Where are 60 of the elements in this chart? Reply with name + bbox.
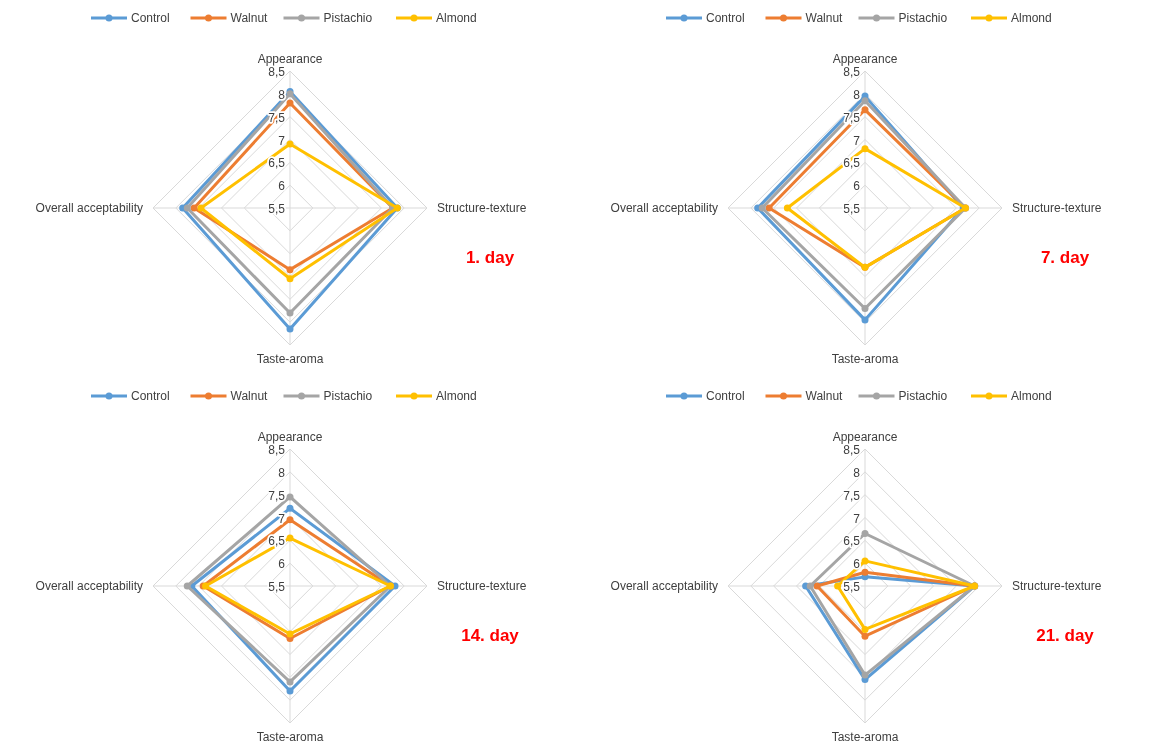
y-tick-label: 5,5 — [268, 202, 286, 216]
y-tick-label: 8,5 — [268, 443, 286, 457]
y-tick-label: 6 — [853, 179, 861, 194]
legend-label: Walnut — [805, 11, 844, 25]
legend-label: Control — [706, 389, 745, 403]
spoke-label: Overall acceptability — [35, 579, 143, 593]
y-tick-label: 7 — [278, 511, 286, 526]
spoke-label: Taste-aroma — [256, 730, 324, 744]
legend-label: Walnut — [230, 11, 269, 25]
spoke-label: Appearance — [832, 430, 898, 444]
spoke-label: Appearance — [832, 52, 898, 66]
y-tick-label: 6 — [278, 557, 286, 572]
y-tick-label: 6,5 — [268, 156, 286, 171]
legend-label: Pistachio — [898, 11, 948, 25]
y-tick-label: 6,5 — [843, 156, 861, 171]
y-tick-label: 5,5 — [843, 202, 861, 216]
spoke-label: Taste-aroma — [831, 730, 899, 744]
y-tick-label: 8 — [278, 87, 286, 102]
y-tick-label: 5,5 — [268, 580, 286, 594]
y-tick-label: 5,5 — [843, 580, 861, 594]
spoke-label: Taste-aroma — [831, 352, 899, 366]
spoke-label: Structure-texture — [1012, 579, 1102, 593]
legend-label: Control — [131, 389, 170, 403]
spoke-label: Structure-texture — [437, 579, 527, 593]
legend-label: Almond — [1011, 11, 1052, 25]
y-tick-label: 8 — [278, 465, 286, 480]
text: 1. day — [465, 248, 515, 267]
y-tick-label: 7 — [853, 133, 861, 148]
y-tick-label: 8,5 — [843, 443, 861, 457]
legend-label: Control — [131, 11, 170, 25]
spoke-label: Structure-texture — [1012, 201, 1102, 215]
legend-label: Pistachio — [323, 389, 373, 403]
y-tick-label: 7,5 — [268, 488, 286, 503]
y-tick-label: 8 — [853, 87, 861, 102]
legend-label: Pistachio — [323, 11, 373, 25]
legend-label: Walnut — [805, 389, 844, 403]
text: 14. day — [461, 626, 520, 645]
legend-label: Pistachio — [898, 389, 948, 403]
y-tick-label: 6 — [278, 179, 286, 194]
y-tick-label: 8,5 — [843, 65, 861, 79]
text: 7. day — [1040, 248, 1090, 267]
text: 21. day — [1036, 626, 1095, 645]
spoke-label: Appearance — [257, 52, 323, 66]
spoke-label: Structure-texture — [437, 201, 527, 215]
spoke-label: Appearance — [257, 430, 323, 444]
legend-label: Almond — [1011, 389, 1052, 403]
y-tick-label: 7 — [853, 511, 861, 526]
spoke-label: Overall acceptability — [610, 201, 718, 215]
y-tick-label: 7 — [278, 133, 286, 148]
y-tick-label: 8,5 — [268, 65, 286, 79]
legend-label: Walnut — [230, 389, 269, 403]
y-tick-label: 7,5 — [843, 488, 861, 503]
spoke-label: Overall acceptability — [610, 579, 718, 593]
y-tick-label: 8 — [853, 465, 861, 480]
legend-label: Control — [706, 11, 745, 25]
legend-label: Almond — [436, 11, 477, 25]
spoke-label: Taste-aroma — [256, 352, 324, 366]
y-tick-label: 6,5 — [843, 534, 861, 549]
spoke-label: Overall acceptability — [35, 201, 143, 215]
legend-label: Almond — [436, 389, 477, 403]
